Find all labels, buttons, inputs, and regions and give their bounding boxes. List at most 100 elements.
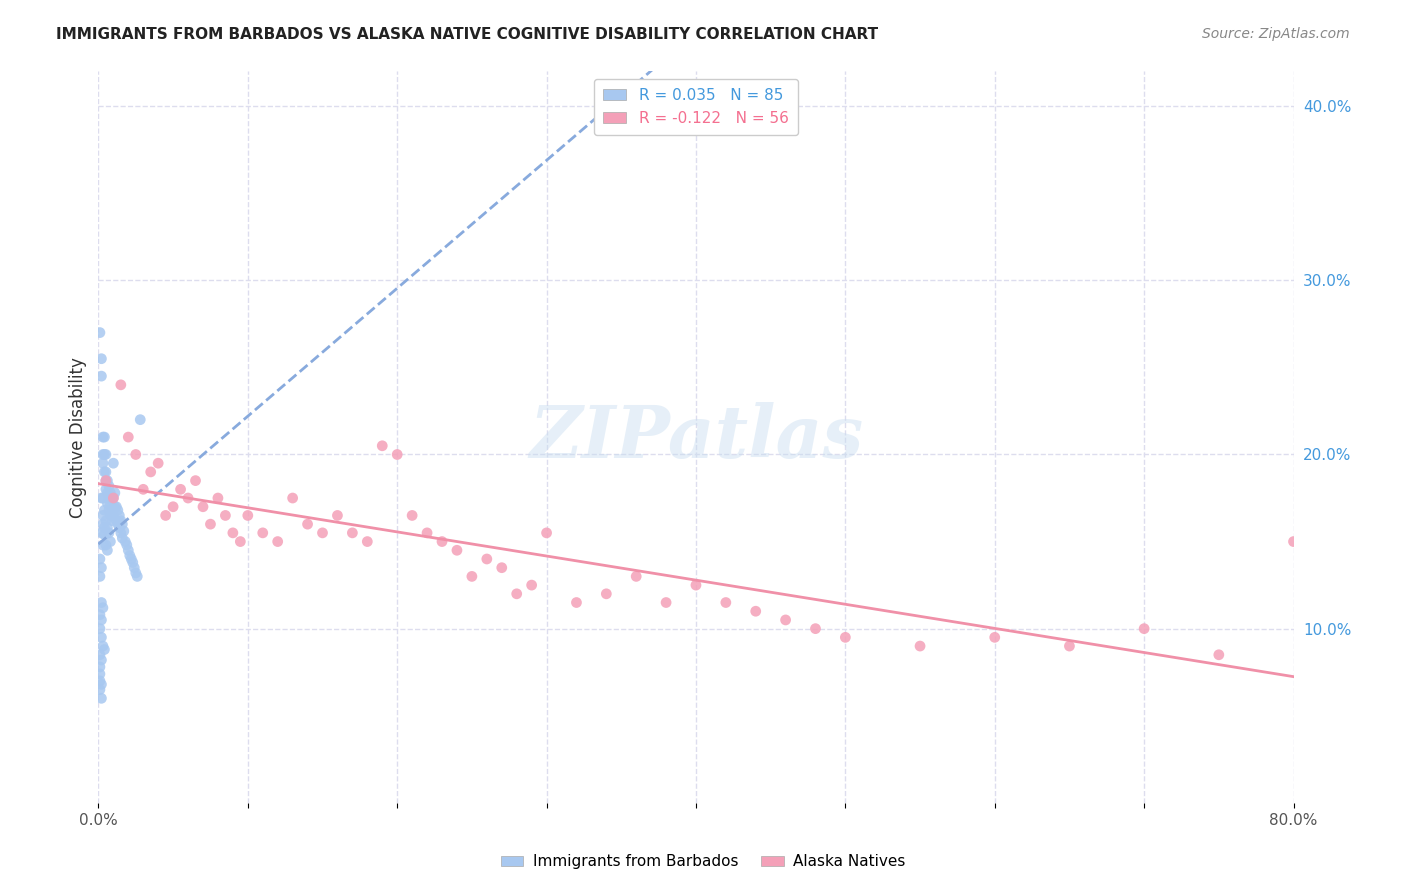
Point xyxy=(155,508,177,523)
Point xyxy=(91,600,114,615)
Point xyxy=(94,465,117,479)
Point xyxy=(94,474,117,488)
Point xyxy=(139,465,162,479)
Point xyxy=(108,521,131,535)
Legend: R = 0.035   N = 85, R = -0.122   N = 56: R = 0.035 N = 85, R = -0.122 N = 56 xyxy=(595,79,797,135)
Point xyxy=(117,543,139,558)
Point xyxy=(93,465,115,479)
Point xyxy=(834,631,856,645)
Point xyxy=(267,534,290,549)
Point xyxy=(90,525,112,540)
Point xyxy=(281,491,304,505)
Point xyxy=(90,653,112,667)
Point xyxy=(100,508,122,523)
Point xyxy=(1208,648,1230,662)
Point xyxy=(121,556,143,570)
Point xyxy=(93,503,115,517)
Point xyxy=(111,517,134,532)
Point xyxy=(191,500,214,514)
Point xyxy=(93,430,115,444)
Point xyxy=(103,491,125,505)
Point xyxy=(804,622,827,636)
Point xyxy=(94,483,117,497)
Point xyxy=(908,639,931,653)
Point xyxy=(371,439,394,453)
Point xyxy=(491,560,513,574)
Point xyxy=(110,377,132,392)
Point xyxy=(1059,639,1081,653)
Point xyxy=(100,496,122,510)
Point xyxy=(162,500,184,514)
Point xyxy=(115,538,138,552)
Point xyxy=(1133,622,1156,636)
Point xyxy=(105,500,128,514)
Point xyxy=(90,631,112,645)
Point xyxy=(124,560,146,574)
Point xyxy=(222,525,245,540)
Point xyxy=(565,595,588,609)
Point xyxy=(105,514,128,528)
Point xyxy=(101,503,124,517)
Point xyxy=(89,682,111,697)
Point xyxy=(96,543,118,558)
Point xyxy=(91,508,114,523)
Point xyxy=(112,524,135,538)
Text: IMMIGRANTS FROM BARBADOS VS ALASKA NATIVE COGNITIVE DISABILITY CORRELATION CHART: IMMIGRANTS FROM BARBADOS VS ALASKA NATIV… xyxy=(56,27,879,42)
Point xyxy=(89,552,111,566)
Point xyxy=(103,508,125,523)
Point xyxy=(97,525,120,540)
Point xyxy=(97,503,120,517)
Point xyxy=(97,479,120,493)
Point xyxy=(91,639,114,653)
Point xyxy=(110,525,132,540)
Point xyxy=(229,534,252,549)
Point xyxy=(94,448,117,462)
Point xyxy=(745,604,768,618)
Point xyxy=(104,485,127,500)
Point xyxy=(90,351,112,366)
Point xyxy=(91,538,114,552)
Point xyxy=(214,508,236,523)
Point xyxy=(120,552,142,566)
Point xyxy=(91,517,114,532)
Point xyxy=(311,525,333,540)
Point xyxy=(125,566,148,580)
Point xyxy=(416,525,439,540)
Legend: Immigrants from Barbados, Alaska Natives: Immigrants from Barbados, Alaska Natives xyxy=(495,848,911,875)
Point xyxy=(127,569,149,583)
Point xyxy=(595,587,617,601)
Point xyxy=(101,514,124,528)
Point xyxy=(107,517,129,532)
Point xyxy=(90,613,112,627)
Point xyxy=(148,456,170,470)
Point xyxy=(89,648,111,662)
Point xyxy=(685,578,707,592)
Point xyxy=(103,456,125,470)
Point xyxy=(714,595,737,609)
Point xyxy=(184,474,207,488)
Point xyxy=(96,521,118,535)
Point xyxy=(1282,534,1305,549)
Text: Source: ZipAtlas.com: Source: ZipAtlas.com xyxy=(1202,27,1350,41)
Point xyxy=(177,491,200,505)
Point xyxy=(236,508,259,523)
Point xyxy=(94,514,117,528)
Point xyxy=(475,552,498,566)
Point xyxy=(89,607,111,622)
Point xyxy=(108,508,131,523)
Point xyxy=(117,430,139,444)
Point xyxy=(93,527,115,541)
Point xyxy=(461,569,484,583)
Point xyxy=(90,595,112,609)
Point xyxy=(97,491,120,505)
Point xyxy=(111,531,134,545)
Point xyxy=(655,595,678,609)
Point xyxy=(129,412,152,426)
Point xyxy=(90,560,112,574)
Point xyxy=(775,613,797,627)
Point xyxy=(107,503,129,517)
Point xyxy=(200,517,222,532)
Point xyxy=(91,448,114,462)
Point xyxy=(100,534,122,549)
Point xyxy=(430,534,453,549)
